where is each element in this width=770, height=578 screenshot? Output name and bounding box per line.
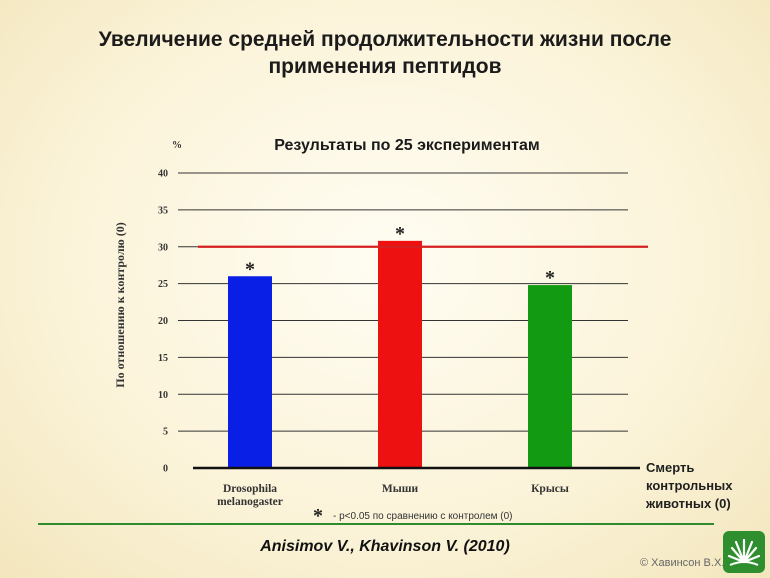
y-tick-label: 30: [158, 242, 168, 253]
chart-title: Результаты по 25 экспериментам: [274, 137, 539, 154]
slide-title-line-2: применения пептидов: [268, 55, 502, 78]
y-tick-label: 15: [158, 353, 168, 364]
baseline-label: животных (0): [645, 496, 731, 511]
footnote-text: - p<0.05 по сравнению с контролем (0): [333, 511, 513, 522]
bar: [228, 276, 272, 468]
y-axis-unit: %: [172, 140, 182, 151]
significance-mark: *: [245, 258, 255, 280]
significance-marks: * * *: [245, 223, 555, 289]
citation: Anisimov V., Khavinson V. (2010): [260, 538, 510, 555]
bar: [378, 240, 422, 468]
significance-mark: *: [395, 223, 405, 245]
x-tick-label: Крысы: [531, 483, 569, 495]
slide-title: Увеличение средней продолжительности жиз…: [40, 26, 730, 80]
slide-title-line-1: Увеличение средней продолжительности жиз…: [98, 28, 672, 51]
leaf-logo-icon: [723, 531, 765, 573]
baseline-group: Смерть контрольных животных (0): [193, 460, 733, 511]
y-axis-label: По отношению к контролю (0): [113, 222, 127, 387]
baseline-label: Смерть: [646, 460, 694, 475]
bar: [528, 285, 572, 468]
footnote-marker: *: [313, 505, 323, 527]
y-tick-label: 0: [163, 464, 168, 475]
x-tick-label: melanogaster: [217, 496, 283, 508]
x-tick-label: Мыши: [382, 483, 419, 495]
y-tick-label: 5: [163, 427, 168, 438]
y-tick-label: 20: [158, 316, 168, 327]
y-tick-label: 35: [158, 205, 168, 216]
x-tick-label: Drosophila: [223, 483, 277, 495]
copyright-text: © Хавинсон В.Х.: [640, 557, 725, 569]
baseline-label: контрольных: [646, 478, 733, 493]
bars: [228, 240, 572, 468]
y-tick-label: 25: [158, 279, 168, 290]
y-tick-label: 10: [158, 390, 168, 401]
y-tick-labels: 0 5 10 15 20 25 30 35 40: [158, 169, 168, 475]
significance-mark: *: [545, 267, 555, 289]
y-tick-label: 40: [158, 169, 168, 180]
